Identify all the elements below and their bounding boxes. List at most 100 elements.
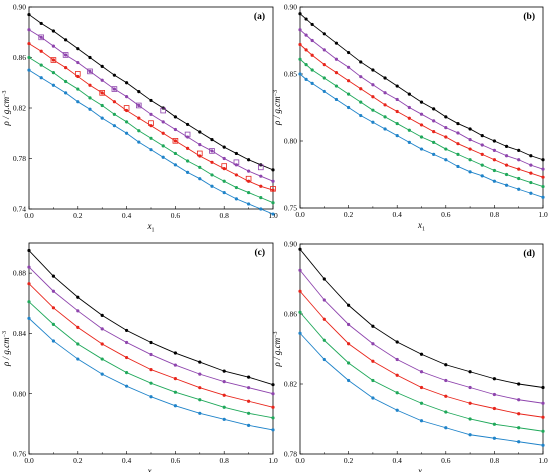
data-point bbox=[27, 12, 31, 17]
series-1 bbox=[298, 247, 545, 390]
open-square-point bbox=[99, 90, 106, 96]
y-axis-label-sup: −3 bbox=[273, 90, 279, 96]
data-point bbox=[322, 338, 326, 342]
data-point bbox=[125, 95, 129, 99]
data-point bbox=[125, 355, 129, 360]
data-point bbox=[395, 84, 399, 88]
data-point bbox=[444, 394, 448, 398]
data-point bbox=[492, 158, 496, 162]
y-tick-label: 0.90 bbox=[13, 3, 26, 12]
data-point bbox=[334, 97, 339, 102]
series-3 bbox=[27, 282, 275, 409]
data-point bbox=[541, 443, 545, 447]
data-point bbox=[112, 73, 116, 77]
data-point bbox=[198, 360, 202, 364]
data-point bbox=[259, 207, 263, 211]
y-tick-label: 0.80 bbox=[13, 389, 26, 398]
data-point bbox=[298, 247, 302, 251]
data-point bbox=[76, 295, 80, 299]
data-point bbox=[432, 140, 436, 144]
data-point bbox=[112, 112, 116, 116]
open-square-point bbox=[245, 175, 252, 182]
data-point bbox=[271, 392, 275, 396]
data-point bbox=[371, 120, 375, 124]
y-tick-label: 0.78 bbox=[284, 450, 297, 459]
data-point bbox=[383, 103, 387, 107]
data-point bbox=[112, 124, 116, 128]
data-point bbox=[492, 436, 496, 440]
data-point bbox=[310, 81, 314, 85]
open-square-point bbox=[257, 164, 264, 171]
data-point bbox=[76, 87, 80, 91]
series-5 bbox=[27, 316, 275, 432]
data-point bbox=[347, 378, 351, 383]
x-tick-label: 0.4 bbox=[393, 456, 403, 465]
y-tick-label: 0.74 bbox=[13, 205, 26, 214]
data-point bbox=[27, 68, 31, 72]
data-point bbox=[492, 168, 496, 173]
panel-4: 0.0 0.2 0.4 0.6 0.8 1.0 0.78 0.82 0.86 0.90 x1 ρ / … bbox=[272, 240, 548, 472]
x-axis-label: x1 bbox=[147, 221, 155, 234]
data-point bbox=[259, 184, 263, 188]
data-point bbox=[222, 417, 226, 421]
data-point bbox=[444, 426, 448, 430]
data-point bbox=[456, 152, 460, 156]
data-point bbox=[444, 126, 448, 130]
data-point bbox=[298, 57, 302, 61]
data-point bbox=[27, 28, 31, 32]
data-point bbox=[247, 411, 251, 415]
panel-label: (c) bbox=[254, 247, 265, 258]
data-point bbox=[51, 29, 56, 33]
y-axis-label: ρ / g.cm−3 bbox=[272, 332, 282, 368]
y-tick-label: 0.85 bbox=[284, 70, 297, 79]
data-point bbox=[304, 77, 308, 81]
data-point bbox=[322, 357, 326, 362]
data-point bbox=[529, 163, 533, 167]
data-point bbox=[371, 396, 375, 400]
data-point bbox=[383, 127, 387, 131]
y-tick-label: 0.84 bbox=[13, 329, 26, 338]
series-2 bbox=[27, 28, 275, 183]
data-point bbox=[51, 58, 56, 62]
data-point bbox=[322, 317, 326, 321]
data-point bbox=[504, 154, 509, 158]
data-point bbox=[517, 187, 521, 191]
data-point bbox=[198, 177, 202, 181]
data-point bbox=[468, 170, 472, 174]
data-point bbox=[504, 163, 509, 167]
data-point bbox=[149, 148, 153, 152]
data-point bbox=[64, 91, 68, 95]
data-point bbox=[419, 147, 424, 151]
data-point bbox=[234, 173, 238, 177]
data-point bbox=[419, 385, 424, 390]
data-point bbox=[480, 143, 484, 147]
data-point bbox=[334, 84, 339, 88]
data-point bbox=[322, 63, 326, 67]
data-point bbox=[395, 109, 399, 114]
data-point bbox=[529, 191, 533, 195]
x-tick-label: 0.0 bbox=[295, 456, 305, 465]
data-point bbox=[359, 100, 363, 104]
data-point bbox=[371, 83, 375, 87]
data-point bbox=[347, 92, 351, 96]
data-point bbox=[210, 173, 214, 177]
data-point bbox=[137, 129, 141, 133]
data-point bbox=[88, 55, 92, 60]
y-tick-label: 0.75 bbox=[284, 204, 297, 213]
data-point bbox=[359, 87, 363, 91]
data-point bbox=[51, 322, 56, 326]
y-tick-label: 0.78 bbox=[13, 154, 26, 163]
x-tick-label: 0.0 bbox=[24, 211, 34, 220]
data-point bbox=[517, 382, 521, 386]
y-axis-label: ρ / g.cm−3 bbox=[1, 331, 11, 367]
data-point bbox=[419, 352, 424, 356]
data-point bbox=[395, 97, 399, 102]
series-3 bbox=[27, 42, 276, 192]
x-tick-label: 1.0 bbox=[268, 456, 278, 465]
data-point bbox=[480, 152, 484, 156]
data-point bbox=[407, 140, 411, 144]
series-2 bbox=[27, 265, 275, 396]
data-point bbox=[517, 158, 521, 162]
data-point bbox=[222, 145, 226, 149]
